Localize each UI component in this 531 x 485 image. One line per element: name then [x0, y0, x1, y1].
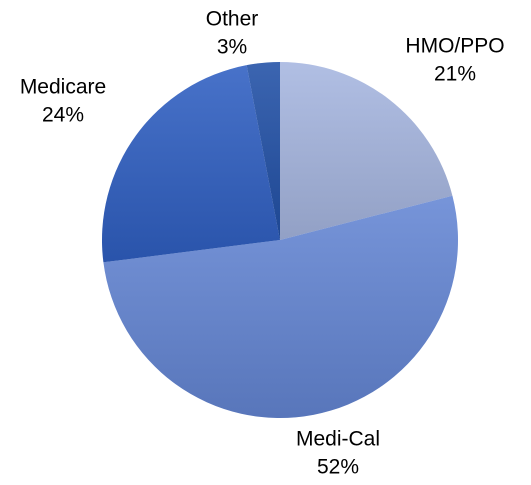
slice-value-label: 24% [42, 104, 84, 127]
slice-value-label: 52% [317, 456, 359, 479]
slice-label: HMO/PPO [405, 35, 504, 58]
slice-label: Medicare [20, 76, 106, 99]
slice-value-label: 21% [434, 63, 476, 86]
slice-label: Other [206, 8, 259, 31]
slice-value-label: 3% [217, 36, 247, 59]
slice-label: Medi-Cal [296, 428, 380, 451]
